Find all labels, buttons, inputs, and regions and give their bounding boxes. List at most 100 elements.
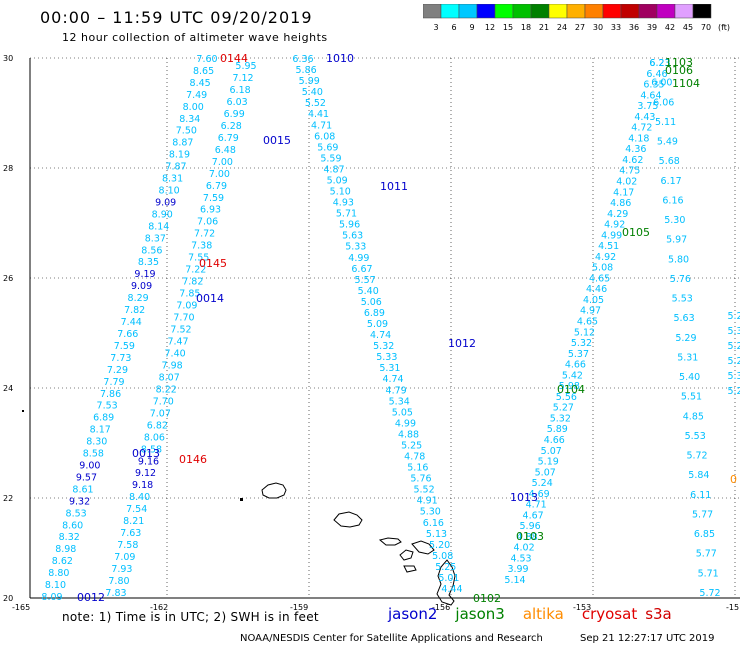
- wave-height-value: 5.08: [592, 263, 613, 274]
- wave-height-value: 8.22: [156, 384, 177, 395]
- wave-height-value: 7.98: [162, 360, 183, 371]
- legend-label: 45: [683, 23, 693, 32]
- wave-height-value: 5.52: [305, 98, 326, 109]
- wave-height-value: 5.53: [685, 431, 706, 442]
- wave-height-value: 5.95: [235, 61, 256, 72]
- wave-height-value: 4.85: [683, 411, 704, 422]
- legend-label: 24: [557, 23, 567, 32]
- wave-height-value: 9.19: [134, 269, 155, 280]
- wave-height-value: 4.99: [348, 253, 369, 264]
- wave-height-value: 5.69: [317, 142, 338, 153]
- wave-height-value: 7.54: [126, 504, 147, 515]
- wave-height-value: 5.51: [681, 392, 702, 403]
- wave-height-value: 5.16: [407, 463, 428, 474]
- wave-height-value: 8.10: [159, 186, 180, 197]
- wave-height-value: 9.12: [135, 468, 156, 479]
- wave-height-value: 5.09: [327, 175, 348, 186]
- island-outline: [399, 549, 414, 561]
- wave-height-value: 5.31: [677, 352, 698, 363]
- island-outline: [378, 537, 402, 546]
- wave-height-value: 7.58: [117, 540, 138, 551]
- x-tick-label: -159: [290, 603, 308, 612]
- wave-height-value: 9.16: [138, 456, 159, 467]
- wave-height-value: 5.10: [330, 187, 351, 198]
- wave-height-value: 7.86: [100, 389, 121, 400]
- wave-height-value: 6.79: [218, 133, 239, 144]
- pass-time-label: 0013: [132, 447, 160, 460]
- wave-height-value: 7.93: [111, 564, 132, 575]
- y-tick-label: 24: [3, 384, 13, 393]
- wave-height-value: 5.29: [675, 333, 696, 344]
- wave-height-value: 7.70: [153, 396, 174, 407]
- wave-height-value: 8.62: [52, 556, 73, 567]
- wave-height-value: 8.40: [129, 492, 150, 503]
- wave-height-value: 5.59: [320, 153, 341, 164]
- wave-height-value: 8.60: [62, 520, 83, 531]
- wave-height-value: 7.52: [170, 325, 191, 336]
- wave-height-value: 8.10: [45, 580, 66, 591]
- pass-time-label: 0014: [196, 292, 224, 305]
- legend-label: 70: [701, 23, 711, 32]
- wave-height-value: 6.00: [651, 78, 672, 89]
- wave-height-value: 8.32: [59, 532, 80, 543]
- y-tick-label: 26: [3, 274, 13, 283]
- pass-time-label: 1011: [380, 180, 408, 193]
- y-tick-label: 30: [3, 54, 13, 63]
- wave-height-value: 7.82: [124, 305, 145, 316]
- wave-height-value: 7.06: [197, 217, 218, 228]
- wave-height-value: 8.00: [183, 102, 204, 113]
- legend-label: 36: [629, 23, 639, 32]
- wave-height-value: 5.25: [435, 562, 456, 573]
- legend-label: 42: [665, 23, 675, 32]
- wave-height-value: 5.40: [302, 87, 323, 98]
- wave-height-value: 4.97: [580, 306, 601, 317]
- legend-label: 33: [611, 23, 621, 32]
- wave-height-value: 4.74: [382, 374, 403, 385]
- wave-height-value: 4.93: [333, 198, 354, 209]
- wave-height-value: 5.40: [679, 372, 700, 383]
- wave-height-value: 5.77: [692, 509, 713, 520]
- pass-time-label: 0144: [220, 52, 248, 65]
- wave-height-value: 5.2: [727, 341, 740, 352]
- wave-height-value: 7.38: [191, 241, 212, 252]
- wave-height-value: 4.71: [526, 500, 547, 511]
- wave-height-value: 7.29: [107, 365, 128, 376]
- wave-height-value: 5.14: [504, 575, 525, 586]
- legend-label: 6: [451, 23, 456, 32]
- legend-label: 39: [647, 23, 657, 32]
- legend-label: 3: [433, 23, 438, 32]
- wave-height-value: 4.18: [628, 133, 649, 144]
- island-outline: [333, 511, 363, 528]
- wave-height-value: 5.49: [657, 137, 678, 148]
- pass-time-label: 0146: [179, 453, 207, 466]
- wave-height-value: 5.96: [339, 220, 360, 231]
- satellite-jason2: jason2: [388, 605, 438, 623]
- wave-height-value: 6.18: [230, 85, 251, 96]
- wave-height-value: 4.51: [598, 241, 619, 252]
- pass-time-label: 0145: [199, 257, 227, 270]
- wave-height-value: 5.72: [686, 451, 707, 462]
- wave-height-value: 4.36: [625, 144, 646, 155]
- wave-height-value: 4.67: [523, 510, 544, 521]
- wave-height-value: 6.99: [224, 109, 245, 120]
- pass-time-label: 0012: [77, 591, 105, 604]
- wave-height-value: 7.59: [114, 341, 135, 352]
- wave-height-value: 8.58: [141, 444, 162, 455]
- wave-height-value: 6.89: [364, 308, 385, 319]
- x-tick-label: -165: [12, 603, 30, 612]
- island-outline: [436, 559, 456, 606]
- wave-height-value: 5.30: [664, 215, 685, 226]
- pass-time-label: 0: [730, 473, 737, 486]
- wave-height-value: 9.32: [69, 496, 90, 507]
- wave-height-value: 7.60: [196, 54, 217, 65]
- wave-height-value: 4.87: [323, 164, 344, 175]
- island-outline: [403, 565, 417, 573]
- wave-height-value: 6.23: [649, 58, 670, 69]
- wave-height-value: 6.89: [93, 413, 114, 424]
- pass-time-label: 0104: [557, 383, 585, 396]
- wave-height-value: 4.66: [565, 360, 586, 371]
- wave-height-value: 5.01: [438, 573, 459, 584]
- wave-height-value: 5.52: [413, 485, 434, 496]
- wave-height-value: 6.35: [643, 80, 664, 91]
